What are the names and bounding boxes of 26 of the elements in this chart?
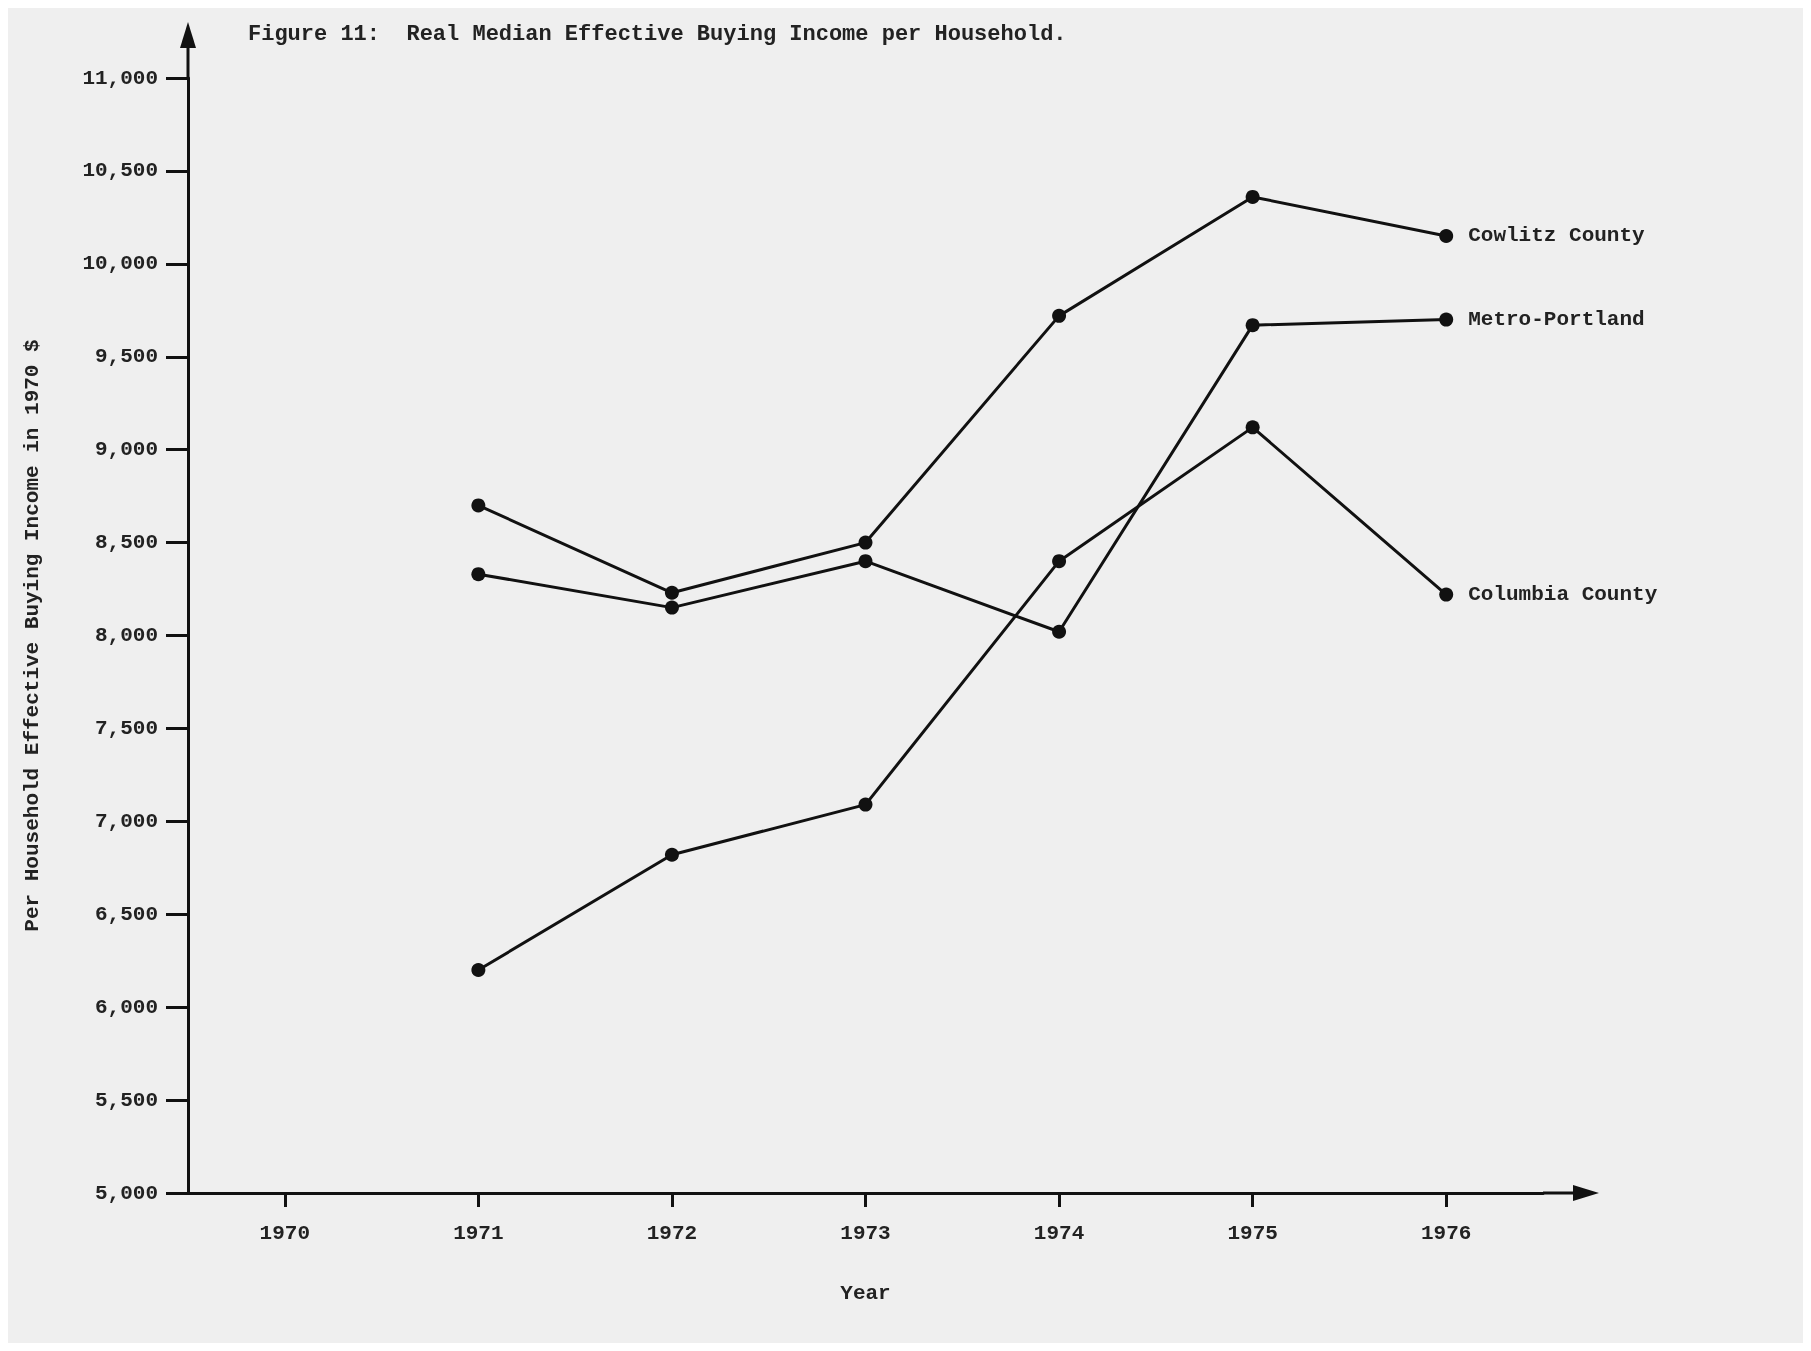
y-tick-label: 7,000 [94, 809, 158, 833]
y-tick-label: 10,000 [82, 252, 158, 276]
x-tick-label: 1972 [646, 1222, 698, 1245]
y-tick-label: 7,500 [94, 716, 158, 740]
x-tick-label: 1971 [453, 1222, 504, 1245]
y-tick-label: 9,500 [94, 345, 158, 369]
y-axis-title: Per Household Effective Buying Income in 1970 $ [21, 339, 44, 932]
y-tick-label: 5,000 [94, 1181, 158, 1205]
x-tick-label: 1974 [1033, 1222, 1085, 1245]
series-label: Metro-Portland [1468, 308, 1645, 332]
series-label: Columbia County [1468, 583, 1658, 607]
chart-title: Figure 11: Real Median Effective Buying Income per Household. [248, 21, 1067, 47]
x-tick-label: 1975 [1227, 1222, 1278, 1245]
y-tick-label: 6,500 [94, 902, 158, 926]
x-tick-label: 1976 [1421, 1222, 1472, 1245]
y-tick-label: 11,000 [82, 66, 158, 90]
x-tick-label: 1973 [840, 1222, 891, 1245]
y-tick-label: 10,500 [82, 159, 158, 183]
series-label: Cowlitz County [1468, 224, 1646, 248]
x-axis-title: Year [840, 1282, 891, 1305]
y-tick-label: 6,000 [94, 995, 158, 1019]
x-tick-label: 1970 [259, 1222, 310, 1245]
y-tick-label: 8,500 [94, 531, 158, 555]
y-tick-label: 8,000 [94, 624, 158, 647]
y-tick-label: 5,500 [94, 1088, 158, 1112]
y-tick-label: 9,000 [94, 438, 158, 462]
